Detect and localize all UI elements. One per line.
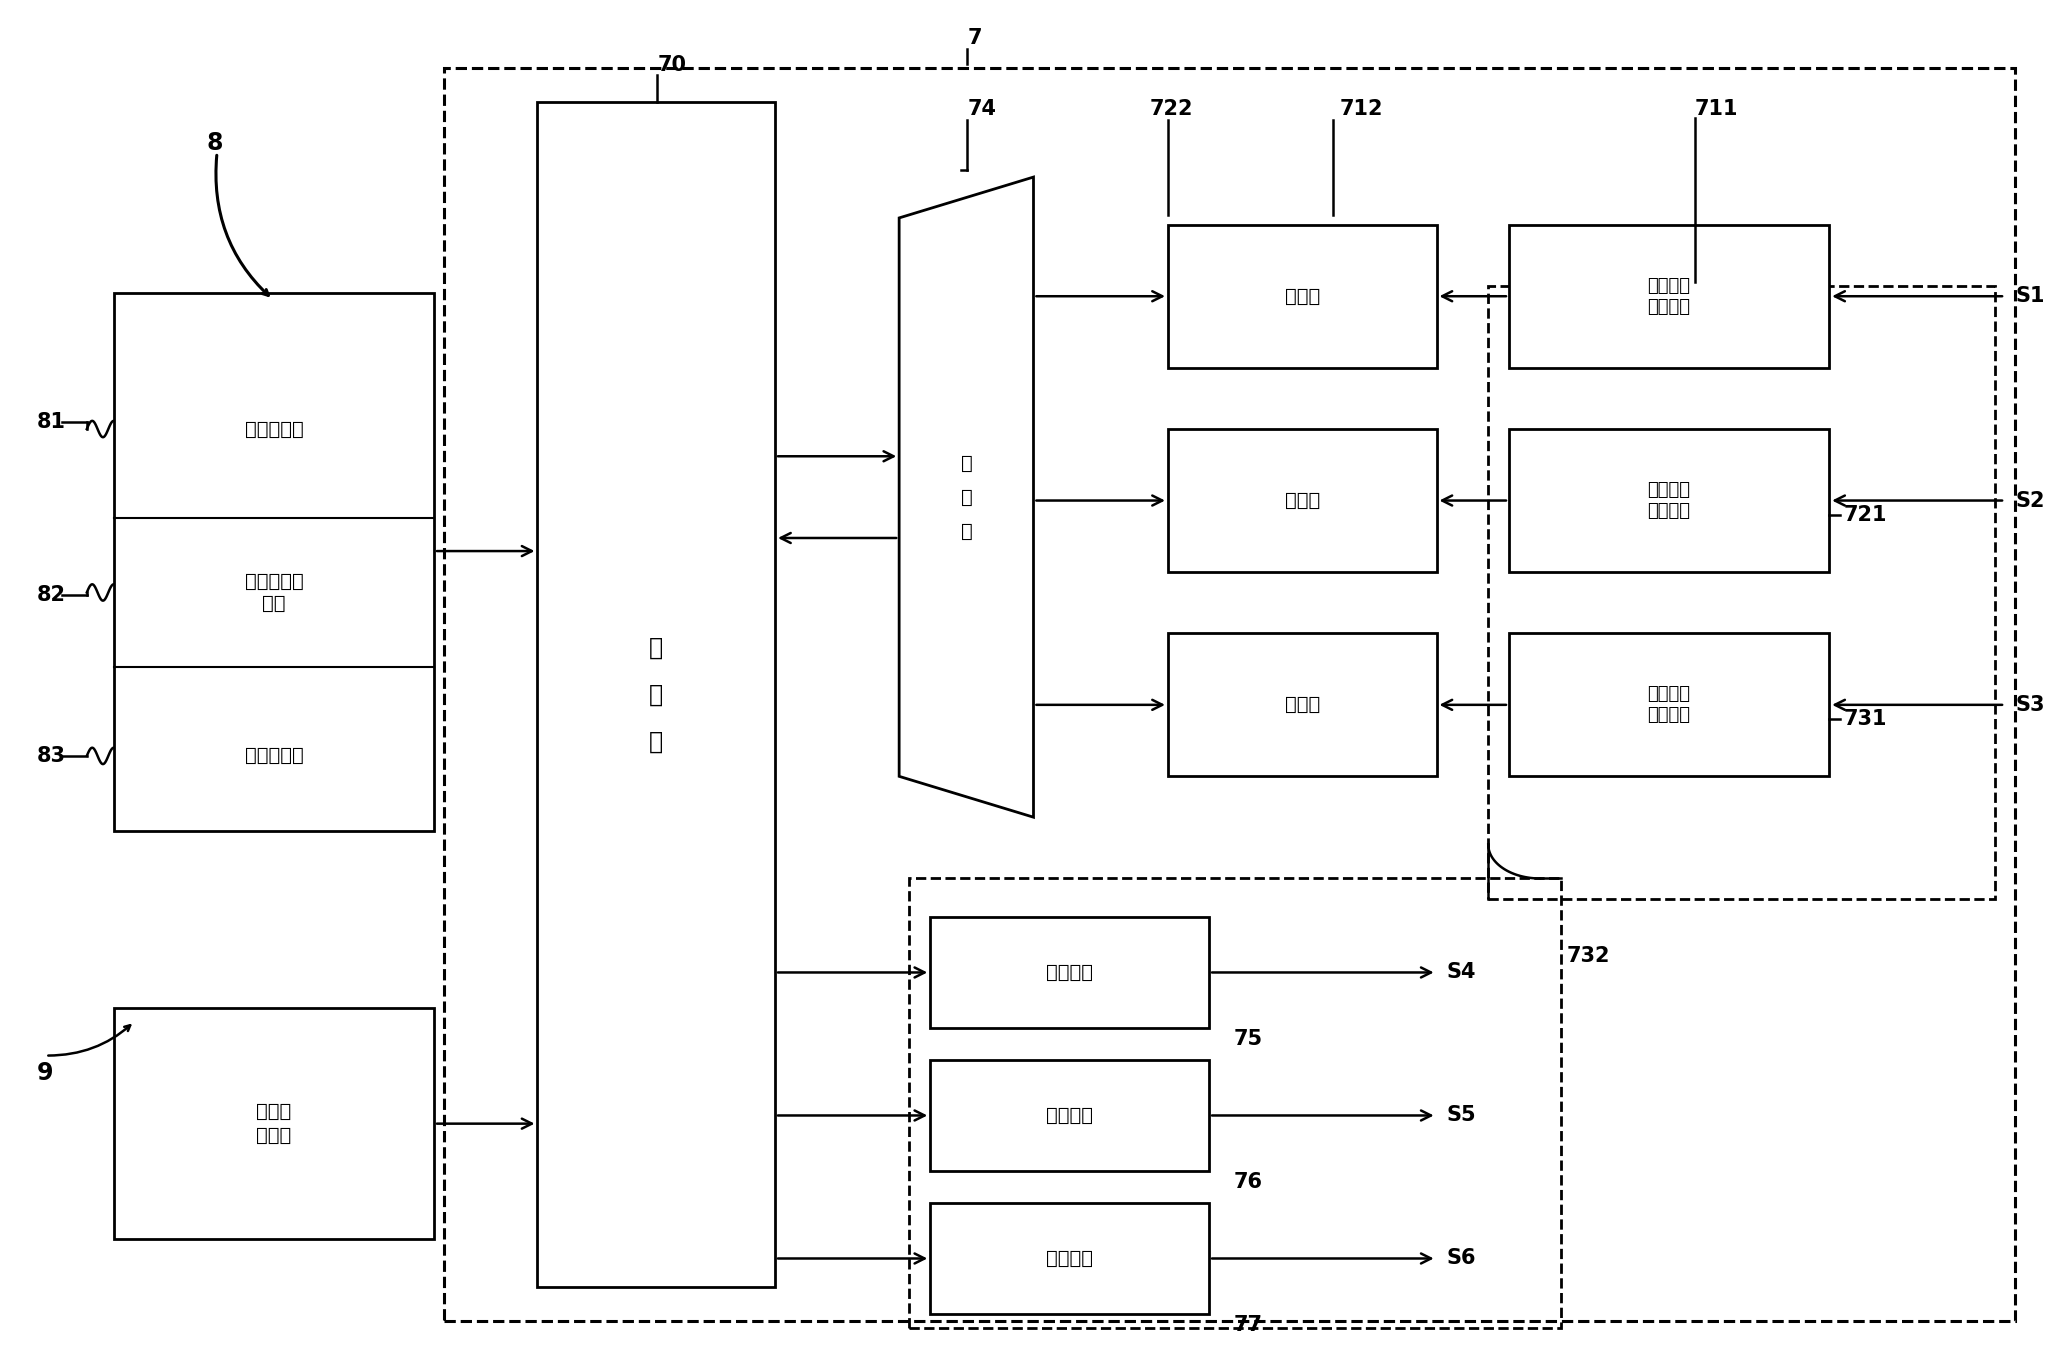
Bar	[1509, 225, 1829, 368]
Text: 模拟至数
字转换器: 模拟至数 字转换器	[1647, 276, 1691, 316]
Text: 731: 731	[1844, 710, 1887, 729]
Polygon shape	[899, 177, 1034, 817]
Bar	[1168, 633, 1437, 776]
Text: 9: 9	[37, 1061, 54, 1086]
Bar	[930, 1060, 1209, 1171]
Text: 81: 81	[37, 413, 66, 432]
Text: 74: 74	[967, 99, 996, 118]
Bar	[909, 878, 1561, 1328]
Bar	[930, 1203, 1209, 1314]
Text: 温度基准值: 温度基准值	[244, 419, 304, 439]
Text: 暂存器: 暂存器	[1284, 696, 1321, 714]
Text: 暂存器: 暂存器	[1284, 287, 1321, 305]
Text: 721: 721	[1844, 505, 1887, 524]
Text: 76: 76	[1234, 1173, 1263, 1192]
Text: 驱动电路: 驱动电路	[1046, 1249, 1093, 1268]
Text: 83: 83	[37, 746, 66, 765]
Bar	[1488, 286, 1995, 899]
Text: 模拟至数
字转换器: 模拟至数 字转换器	[1647, 481, 1691, 520]
Text: 75: 75	[1234, 1030, 1263, 1049]
Text: 氢气流量基
准值: 氢气流量基 准值	[244, 572, 304, 613]
Text: 712: 712	[1339, 99, 1383, 118]
Text: S4: S4	[1447, 963, 1476, 982]
Text: 77: 77	[1234, 1316, 1263, 1335]
Bar	[444, 68, 2015, 1321]
Text: 驱动电路: 驱动电路	[1046, 1106, 1093, 1125]
Text: 多
工
器: 多 工 器	[961, 454, 974, 541]
Bar	[114, 293, 434, 831]
Bar	[1168, 225, 1437, 368]
Text: S5: S5	[1447, 1106, 1476, 1125]
Text: S1: S1	[2015, 286, 2044, 306]
Text: S2: S2	[2015, 490, 2044, 511]
Text: 风量基准值: 风量基准值	[244, 746, 304, 765]
Text: 70: 70	[657, 56, 686, 75]
Bar	[537, 102, 775, 1287]
Text: 驱动电路: 驱动电路	[1046, 963, 1093, 982]
Text: 732: 732	[1567, 947, 1610, 966]
Bar	[1509, 429, 1829, 572]
Text: 82: 82	[37, 586, 66, 605]
Text: 微
控
器: 微 控 器	[649, 636, 664, 753]
Text: 暂存器: 暂存器	[1284, 492, 1321, 509]
Text: 7: 7	[967, 29, 982, 48]
Text: S6: S6	[1447, 1249, 1476, 1268]
Bar	[114, 1008, 434, 1239]
Text: 8: 8	[207, 131, 223, 155]
Text: 参数设
定单元: 参数设 定单元	[256, 1102, 291, 1145]
Bar	[1168, 429, 1437, 572]
Text: 模拟至数
字转换器: 模拟至数 字转换器	[1647, 685, 1691, 725]
Text: 722: 722	[1149, 99, 1193, 118]
Text: S3: S3	[2015, 695, 2044, 715]
Bar	[930, 917, 1209, 1028]
Text: 711: 711	[1695, 99, 1738, 118]
Bar	[1509, 633, 1829, 776]
